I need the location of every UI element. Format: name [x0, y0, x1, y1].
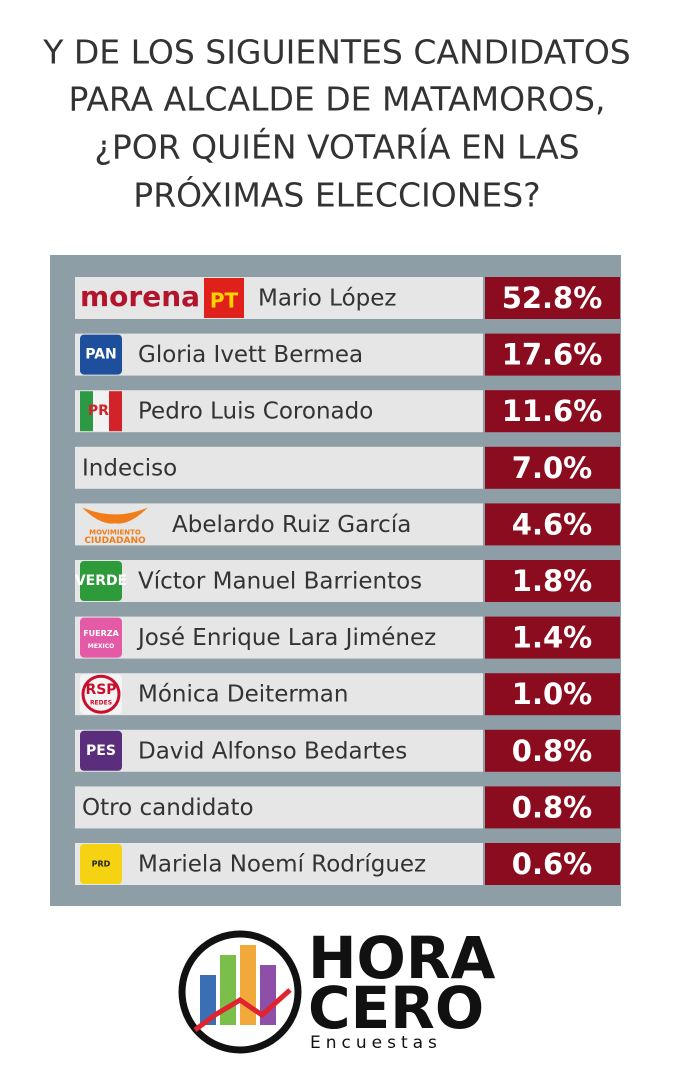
candidate-name: Gloria Ivett Bermea — [138, 342, 363, 368]
value-cell — [485, 277, 620, 319]
vote-share: 0.6% — [512, 847, 592, 881]
vote-share: 17.6% — [502, 338, 603, 372]
logo-box — [204, 278, 244, 318]
candidate-name: Otro candidato — [82, 795, 254, 821]
vote-share: 1.8% — [512, 564, 592, 598]
candidate-name: Mónica Deiterman — [138, 682, 348, 708]
vote-share: 4.6% — [512, 507, 592, 541]
title-line: PRÓXIMAS ELECCIONES? — [133, 175, 540, 215]
logo-box — [80, 844, 122, 884]
row-background — [75, 390, 483, 433]
table-row: Indeciso 7.0% — [75, 446, 620, 489]
logo-box — [80, 730, 122, 771]
table-row: PRD Mariela Noemí Rodríguez 0.6% — [75, 843, 620, 885]
logo-text: PES — [86, 743, 116, 759]
logo-box — [80, 334, 122, 375]
vote-share: 1.4% — [512, 621, 592, 655]
candidate-name: José Enrique Lara Jiménez — [136, 625, 436, 651]
logo-text: CIUDADANO — [84, 536, 146, 546]
table-row: RSP REDES Mónica Deiterman 1.0% — [75, 673, 620, 716]
table-row: morena PT Mario López 52.8% — [75, 277, 620, 319]
logo-text: PRD — [92, 860, 111, 869]
logo-line — [193, 988, 292, 1032]
vote-share: 11.6% — [502, 394, 603, 428]
row-background — [75, 729, 483, 772]
logo-bar — [220, 955, 236, 1025]
candidate-name: Pedro Luis Coronado — [138, 399, 373, 425]
value-cell — [485, 843, 620, 885]
row-background — [75, 277, 483, 319]
value-cell — [485, 333, 620, 376]
candidate-name: Víctor Manuel Barrientos — [138, 569, 422, 595]
logo-text: PAN — [85, 347, 117, 363]
row-background — [75, 446, 483, 489]
logo-ring — [81, 674, 121, 714]
title-line: ¿POR QUIÉN VOTARÍA EN LAS — [94, 127, 579, 167]
logo-box — [80, 561, 122, 601]
value-cell — [485, 786, 620, 829]
logo-bar — [200, 975, 216, 1025]
table-row: PRI Pedro Luis Coronado 11.6% — [75, 390, 620, 433]
value-cell — [485, 560, 620, 602]
logo-text: REDES — [90, 700, 112, 707]
value-cell — [485, 729, 620, 772]
value-cell — [485, 616, 620, 659]
logo-box — [80, 674, 122, 715]
brand-line: CERO — [308, 974, 484, 1042]
candidate-name: Abelardo Ruiz García — [172, 512, 411, 538]
vote-share: 0.8% — [512, 734, 592, 768]
candidate-name: Indeciso — [82, 455, 177, 481]
title-line: PARA ALCALDE DE MATAMOROS, — [69, 80, 606, 119]
logo-text: PRI — [88, 403, 114, 419]
table-row: FUERZA MEXICO José Enrique Lara Jiménez 1.4… — [75, 616, 620, 659]
logo-text: RSP — [85, 682, 116, 698]
value-cell — [485, 446, 620, 489]
footer-logo: HORA CERO Encuestas — [178, 924, 496, 1054]
title: Y DE LOS SIGUIENTES CANDIDATOS PARA ALCA… — [42, 33, 631, 215]
logo-emblem — [82, 507, 148, 524]
logo-text: VERDE — [75, 573, 127, 589]
table-row: VERDE Víctor Manuel Barrientos 1.8% — [75, 560, 620, 602]
logo-stripe — [80, 391, 93, 432]
row-background — [75, 843, 483, 885]
brand-subtitle: Encuestas — [310, 1033, 442, 1053]
logo-text: MEXICO — [88, 643, 114, 650]
table-row: Otro candidato 0.8% — [75, 786, 620, 829]
candidate-name: Mario López — [258, 286, 396, 312]
value-cell — [485, 673, 620, 716]
logo-text: PT — [210, 289, 239, 313]
value-cell — [485, 390, 620, 433]
row-background — [75, 333, 483, 376]
brand-line: HORA — [308, 924, 496, 992]
vote-share: 0.8% — [512, 790, 592, 824]
candidate-name: Mariela Noemí Rodríguez — [138, 852, 426, 878]
row-background — [75, 616, 483, 659]
table-row: PES David Alfonso Bedartes 0.8% — [75, 729, 620, 772]
table-row: PAN Gloria Ivett Bermea 17.6% — [75, 333, 620, 376]
logo-box — [80, 617, 122, 658]
logo-bar — [240, 945, 256, 1025]
row-background — [75, 786, 483, 829]
row-background — [75, 560, 483, 602]
logo-text: morena — [80, 280, 200, 313]
candidate-name: David Alfonso Bedartes — [138, 738, 407, 764]
logo-text: MOVIMIENTO — [89, 528, 141, 536]
logo-text: FUERZA — [83, 629, 119, 638]
value-cell — [485, 503, 620, 546]
row-background — [75, 673, 483, 716]
vote-share: 7.0% — [512, 451, 592, 485]
vote-share: 1.0% — [512, 677, 592, 711]
title-line: Y DE LOS SIGUIENTES CANDIDATOS — [42, 33, 631, 72]
logo-stripe — [109, 391, 122, 432]
vote-share: 52.8% — [502, 281, 603, 315]
